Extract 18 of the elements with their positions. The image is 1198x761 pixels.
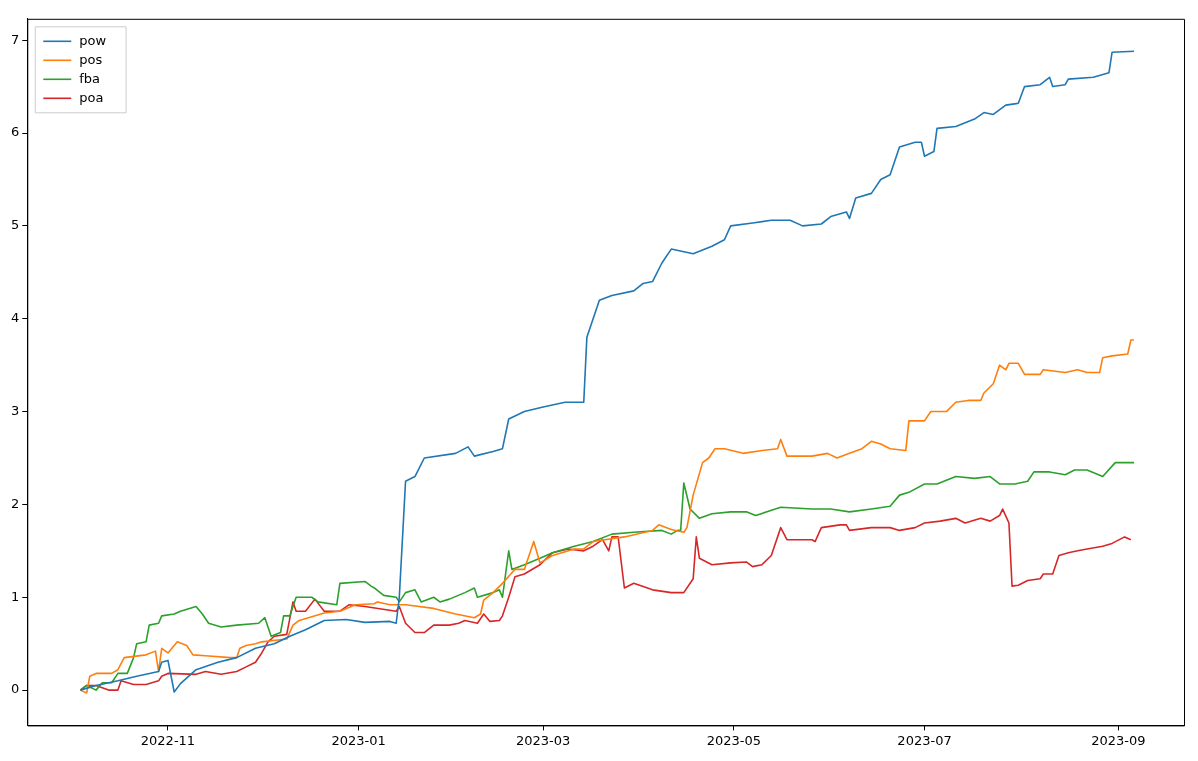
y-tick-label: 6 (10, 124, 20, 140)
x-tick-label: 2023-07 (897, 732, 952, 748)
x-tick-label: 2022-11 (140, 732, 196, 748)
x-tick-label: 2023-03 (515, 732, 571, 748)
y-tick-label: 0 (10, 681, 20, 697)
y-tick-label: 1 (10, 588, 20, 604)
legend-label: poa (79, 89, 104, 105)
y-tick-label: 5 (10, 217, 20, 233)
x-tick-label: 2023-09 (1091, 732, 1146, 748)
x-tick-label: 2023-05 (706, 732, 761, 748)
y-tick-label: 4 (10, 310, 20, 326)
legend-label: pos (79, 51, 103, 67)
x-tick-label: 2023-01 (331, 732, 386, 748)
y-tick-label: 7 (10, 31, 20, 47)
y-tick-label: 2 (10, 495, 20, 511)
y-tick-label: 3 (10, 402, 20, 418)
legend-label: fba (79, 70, 101, 86)
legend-label: pow (79, 32, 107, 48)
